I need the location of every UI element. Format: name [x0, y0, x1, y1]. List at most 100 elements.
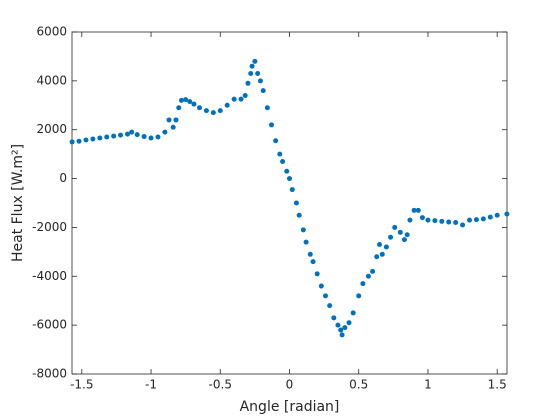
data-point: [379, 251, 385, 257]
data-point: [69, 139, 75, 145]
data-point: [249, 63, 255, 69]
data-point: [124, 131, 130, 137]
data-point: [388, 234, 394, 240]
x-tick-label: 0: [286, 378, 294, 392]
x-tick-label: -1: [145, 378, 157, 392]
data-point: [377, 242, 383, 248]
data-point: [231, 96, 237, 102]
data-point: [374, 254, 380, 260]
data-point: [97, 135, 103, 141]
data-point: [310, 259, 316, 265]
data-point: [307, 251, 313, 257]
x-tick-label: 1: [424, 378, 432, 392]
data-point: [432, 218, 438, 224]
data-point: [339, 332, 345, 338]
data-point: [187, 99, 193, 105]
data-point: [273, 138, 279, 144]
data-point: [425, 217, 431, 223]
data-point: [196, 105, 202, 111]
data-point: [173, 117, 179, 123]
data-point: [338, 327, 344, 333]
data-point: [242, 93, 248, 99]
data-point: [83, 137, 89, 143]
data-point: [176, 105, 182, 111]
data-point: [504, 211, 510, 217]
data-point: [323, 293, 329, 299]
data-point: [407, 217, 413, 223]
data-point: [289, 187, 295, 193]
data-point: [210, 110, 216, 116]
y-tick-label: 2000: [36, 122, 67, 136]
data-point: [314, 271, 320, 277]
data-point: [342, 325, 348, 331]
data-point: [268, 122, 274, 128]
data-point: [224, 102, 230, 108]
data-point: [480, 216, 486, 222]
plot-area: [71, 31, 508, 375]
data-point: [460, 222, 466, 228]
data-point: [487, 214, 493, 220]
data-point: [419, 215, 425, 221]
data-point: [439, 218, 445, 224]
y-tick-label: 6000: [36, 25, 67, 39]
data-point: [473, 217, 479, 223]
x-tick-label: -1.5: [70, 378, 93, 392]
data-point: [327, 303, 333, 309]
data-point: [134, 132, 140, 138]
data-point: [300, 227, 306, 233]
data-point: [331, 315, 337, 321]
data-point: [383, 244, 389, 250]
data-point: [350, 310, 356, 316]
y-axis-label: Heat Flux [W.m²]: [10, 144, 26, 262]
data-point: [397, 229, 403, 235]
data-point: [453, 220, 459, 226]
data-point: [370, 268, 376, 274]
data-point: [277, 151, 283, 157]
y-tick-label: -6000: [32, 318, 67, 332]
data-point: [303, 239, 309, 245]
data-point: [191, 101, 197, 107]
data-point: [467, 217, 473, 223]
data-point: [356, 293, 362, 299]
data-point: [129, 129, 135, 135]
data-point: [260, 88, 266, 94]
y-tick-label: 4000: [36, 73, 67, 87]
data-point: [118, 132, 124, 138]
data-point: [245, 80, 251, 86]
data-point: [148, 135, 154, 141]
x-axis-label: Angle [radian]: [240, 399, 340, 415]
data-point: [166, 117, 172, 123]
y-tick-label: 0: [59, 171, 67, 185]
y-tick-label: -4000: [32, 269, 67, 283]
data-point: [404, 232, 410, 238]
y-tick-label: -8000: [32, 367, 67, 381]
data-point: [255, 71, 261, 77]
data-point: [76, 138, 82, 144]
data-point: [217, 108, 223, 114]
data-point: [252, 58, 258, 64]
data-point: [296, 212, 302, 218]
data-point: [264, 105, 270, 111]
x-tick-label: -0.5: [209, 378, 232, 392]
data-point: [280, 158, 286, 164]
data-point: [365, 273, 371, 279]
data-point: [203, 108, 209, 114]
data-point: [257, 78, 263, 84]
data-point: [170, 124, 176, 130]
data-point: [287, 176, 292, 182]
data-point: [293, 200, 299, 206]
data-point: [104, 134, 110, 140]
data-point: [178, 97, 184, 103]
data-point: [248, 71, 254, 77]
x-tick-label: 0.5: [349, 378, 368, 392]
data-point: [411, 207, 417, 213]
data-point: [360, 281, 366, 287]
data-point: [401, 237, 407, 243]
data-point: [90, 136, 96, 142]
data-point: [494, 212, 500, 218]
data-point: [141, 134, 147, 140]
data-point: [446, 219, 452, 225]
data-point: [162, 129, 168, 135]
data-point: [318, 283, 324, 289]
